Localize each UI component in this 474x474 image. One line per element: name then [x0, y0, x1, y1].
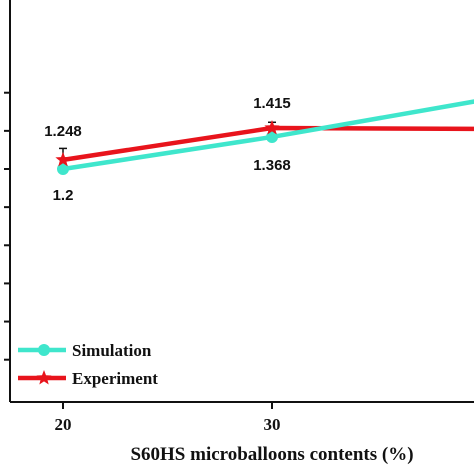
experiment-data-label: 1.415 — [253, 95, 291, 112]
x-tick-label: 30 — [264, 415, 281, 434]
simulation-data-label: 1.368 — [253, 157, 291, 174]
legend-label-simulation: Simulation — [72, 341, 152, 360]
x-tick-label: 20 — [55, 415, 72, 434]
legend-marker-star — [36, 370, 52, 385]
x-axis-title: S60HS microballoons contents (%) — [130, 444, 413, 465]
simulation-point — [57, 163, 69, 175]
simulation-data-label: 1.2 — [53, 187, 74, 204]
y-axis-ticks — [4, 91, 10, 361]
experiment-point — [264, 120, 280, 135]
experiment-data-label: 1.248 — [44, 123, 82, 140]
experiment-point — [55, 151, 71, 167]
legend-marker-circle — [38, 344, 50, 356]
legend: Simulation Experiment — [18, 341, 158, 388]
legend-label-experiment: Experiment — [72, 369, 158, 388]
simulation-point — [266, 130, 278, 143]
x-axis-ticks: 20304 — [55, 402, 281, 434]
